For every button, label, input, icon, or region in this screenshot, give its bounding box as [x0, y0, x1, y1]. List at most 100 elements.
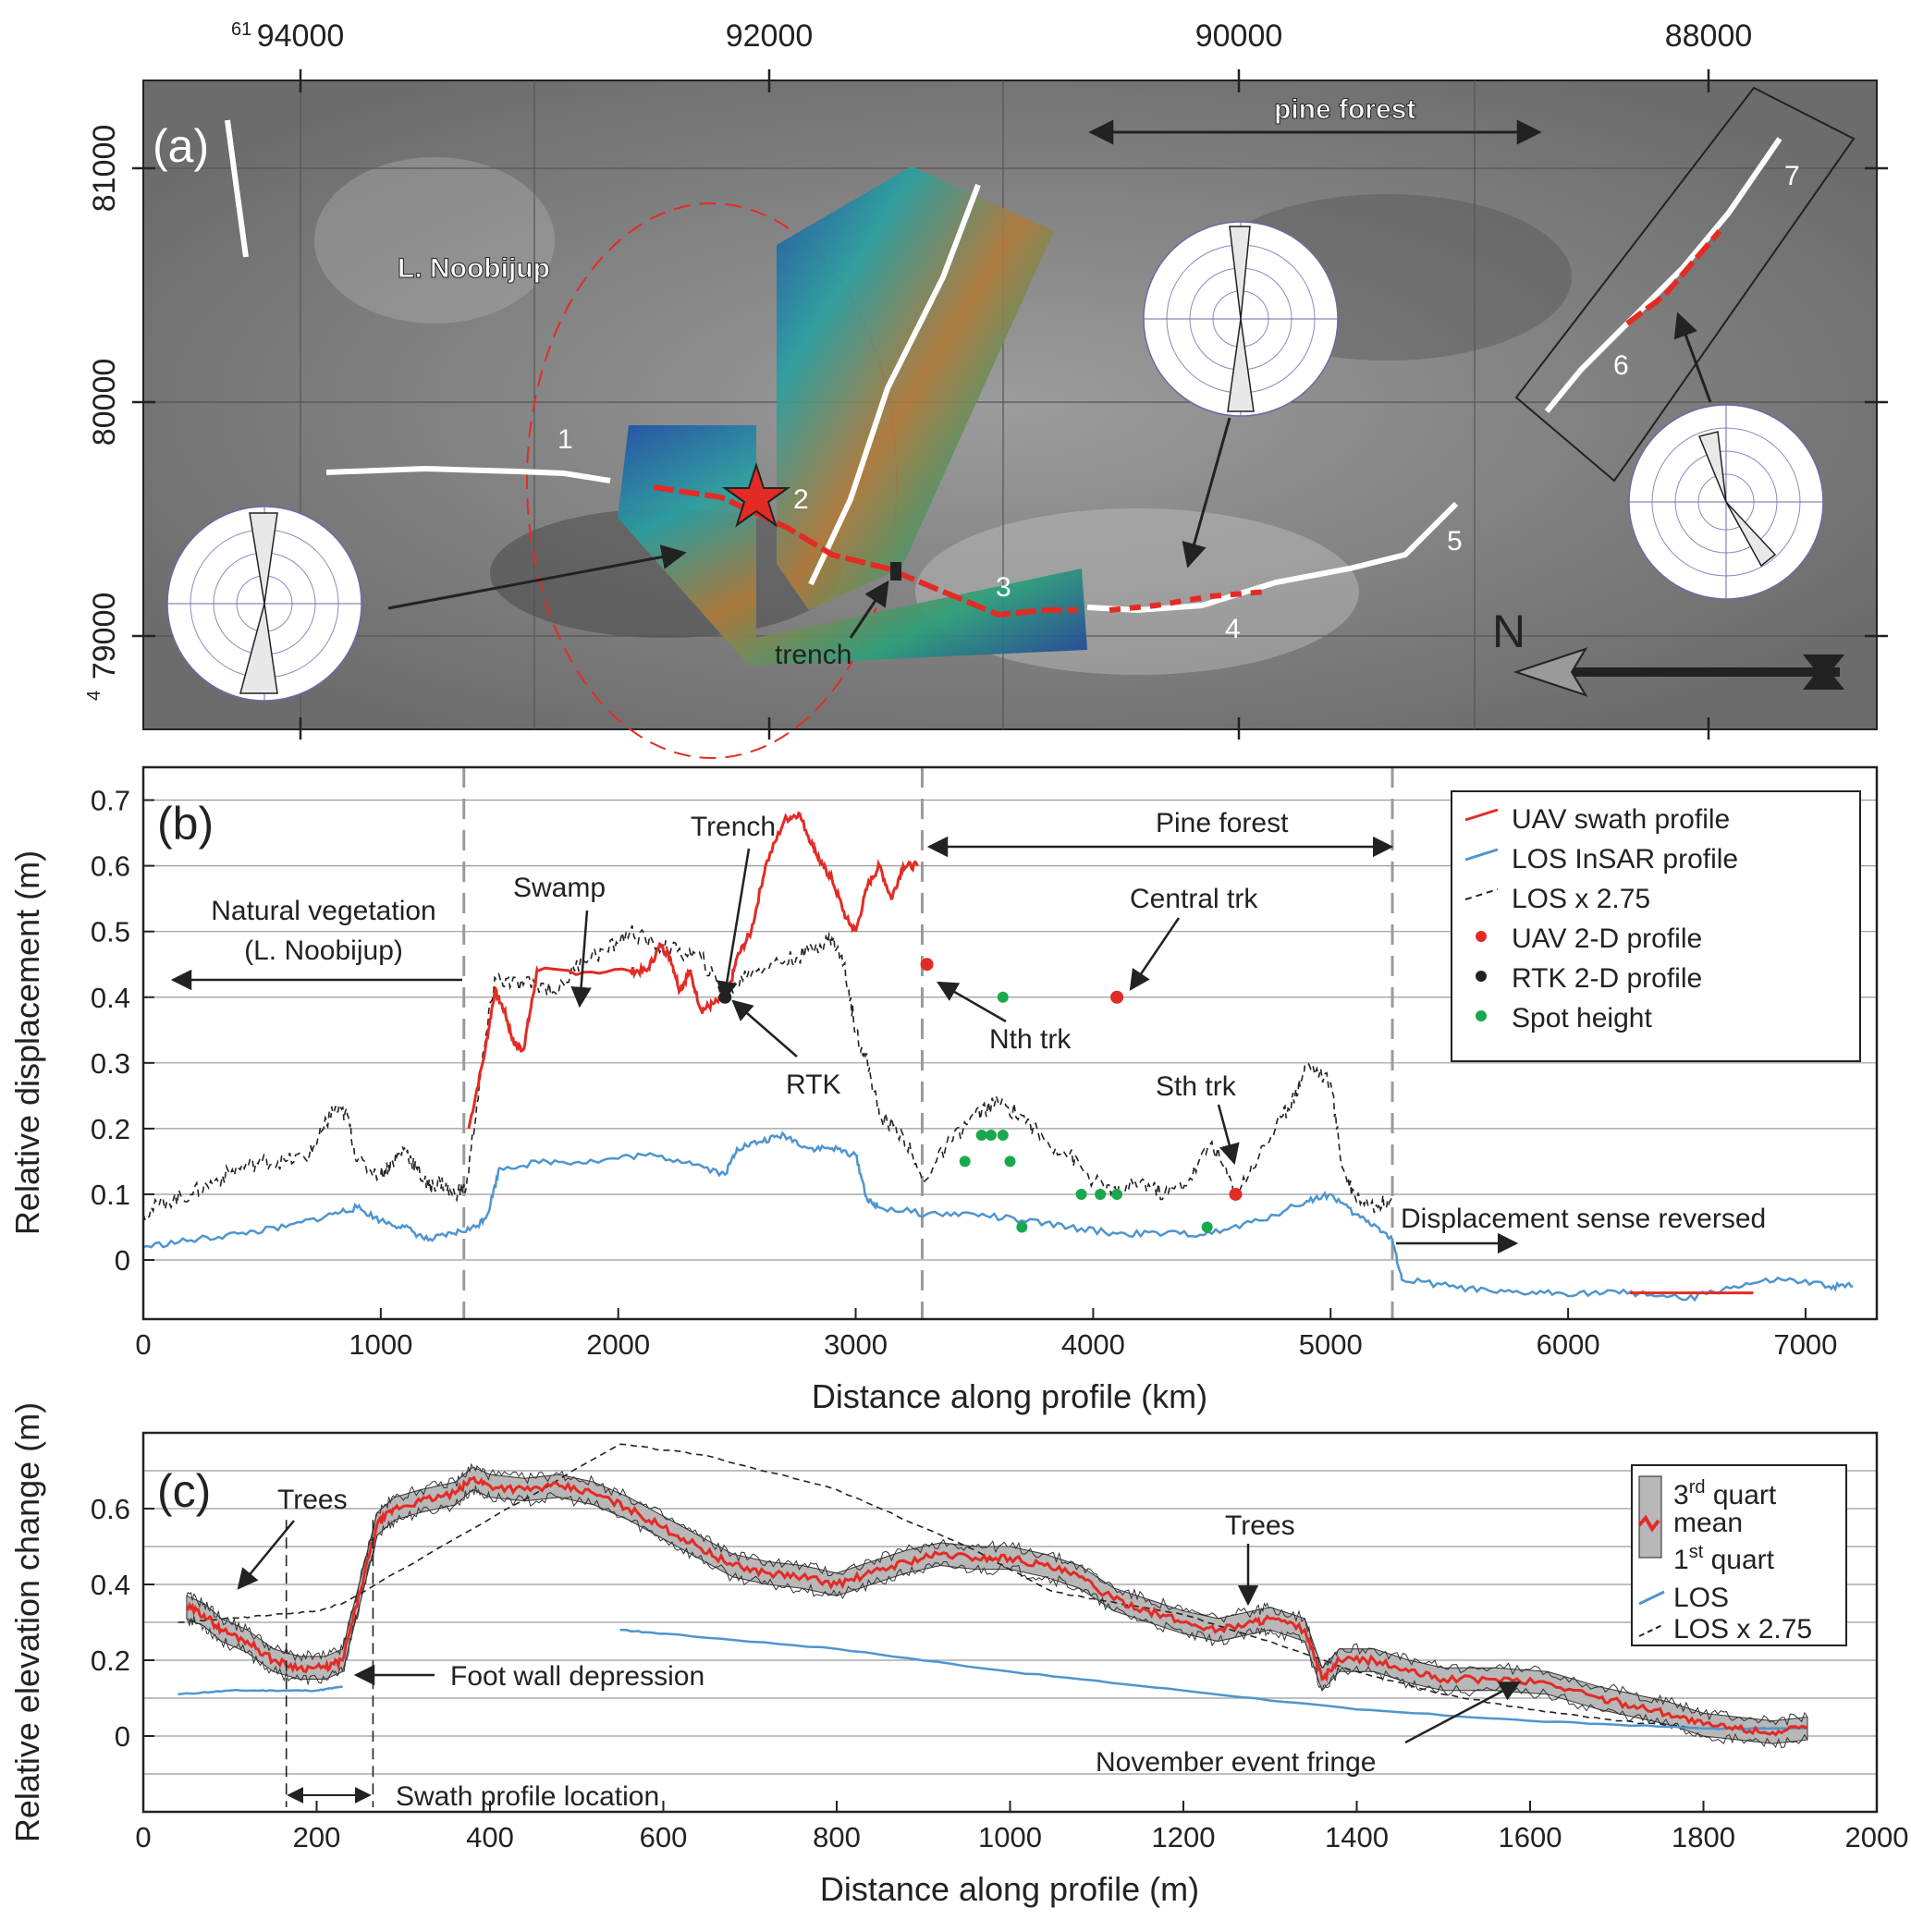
rose-diagram-icon: [1628, 404, 1824, 600]
panel-b-point: [1229, 1187, 1243, 1201]
annotation-swamp: Swamp: [513, 873, 606, 903]
fault-trace-white: [1544, 137, 1782, 413]
panel-b-series-line: [142, 1131, 1854, 1302]
leader-arrow: [849, 580, 889, 639]
panel-b-point: [1111, 1188, 1123, 1200]
fault-trace-white: [325, 465, 611, 483]
panel-c-xtick-label: 800: [813, 1821, 861, 1853]
annotation-displacement-reversed: Displacement sense reversed: [1401, 1204, 1766, 1234]
legend-swatch-uav-2d: [1476, 931, 1487, 942]
annotation-arrow: [570, 910, 592, 1009]
panel-b-point: [1201, 1221, 1213, 1233]
panel-c-ytick-label: 0: [115, 1720, 130, 1753]
panel-b-point: [1095, 1188, 1107, 1200]
panel-b-legend: UAV swath profile LOS InSAR profile LOS …: [1451, 790, 1861, 1062]
leader-arrow: [1182, 417, 1231, 569]
panel-c-ytick-label: 0.6: [91, 1493, 130, 1525]
legend-swatch-uav: [1464, 808, 1499, 822]
panel-b-point: [997, 991, 1009, 1003]
panel-b-displacement-chart: 0 0.1 0.2 0.3 0.4 0.5 0.6 0.7 0 1000 2000 3000 4000 5…: [8, 765, 1879, 1415]
panel-c-xtick-label: 1200: [1152, 1821, 1216, 1853]
legend-label-los-scaled: LOS x 2.75: [1673, 1614, 1812, 1645]
panel-b-region-boundaries: [462, 767, 1394, 1319]
annotation-pine-forest: Pine forest: [1156, 808, 1289, 838]
annotation-rtk: RTK: [786, 1070, 840, 1100]
survey-box-east: [1514, 86, 1856, 483]
annotation-trees-left: Trees: [277, 1485, 348, 1515]
north-label: N: [1492, 605, 1525, 657]
annotation-arrow: [717, 848, 751, 1003]
map-easting-label: 94000: [257, 18, 345, 54]
north-arrow-icon: [1513, 647, 1844, 697]
panel-c-label: (c): [157, 1465, 211, 1517]
map-easting-label: 88000: [1665, 18, 1753, 54]
legend-label-rtk: RTK 2-D profile: [1512, 963, 1702, 994]
lake-label: L. Noobijup: [398, 253, 550, 284]
terrain-light: [314, 157, 555, 324]
segment-number: 3: [996, 572, 1011, 603]
map-easting-label: 90000: [1195, 18, 1283, 54]
annotation-central-trk: Central trk: [1130, 884, 1258, 914]
panel-c-xtick-label: 2000: [1845, 1821, 1909, 1853]
panel-c-xtick-label: 1800: [1672, 1821, 1735, 1853]
panel-b-point: [1016, 1221, 1028, 1233]
map-easting-labels: 94000 92000 90000 88000 61: [231, 18, 1752, 54]
panel-c-ytick-label: 0.4: [91, 1569, 130, 1601]
panel-c-swath-boundaries: [285, 1520, 374, 1807]
panel-c-los-line: [619, 1628, 1808, 1730]
legend-swatch-los-scaled: [1464, 888, 1499, 900]
panel-c-quartile-band: [186, 1462, 1808, 1749]
legend-swatch-spot: [1476, 1010, 1487, 1021]
trench-marker: [890, 562, 901, 581]
panel-c-xtick-label: 200: [293, 1821, 341, 1853]
panel-b-y-title: Relative displacement (m): [8, 850, 46, 1235]
panel-b-ytick-label: 0.6: [91, 850, 130, 883]
segment-number: 6: [1613, 350, 1629, 381]
rose-diagram-icon: [166, 506, 362, 702]
panel-c-series: [178, 1443, 1808, 1737]
annotation-arrow: [1217, 1104, 1240, 1166]
map-northing-label: 79000: [87, 593, 122, 680]
star-icon: [721, 461, 791, 528]
legend-swatch-los: [1638, 1590, 1665, 1606]
map-easting-label: 92000: [726, 18, 814, 54]
panel-b-point: [959, 1156, 971, 1168]
panel-b-ytick-label: 0.2: [91, 1113, 130, 1145]
panel-c-first-quartile-line: [186, 1486, 1808, 1749]
legend-label-los-scaled: LOS x 2.75: [1512, 884, 1650, 914]
legend-label-uav: UAV swath profile: [1512, 804, 1730, 835]
panel-c-legend: 3rd quart mean 1st quart LOS LOS x 2.75: [1631, 1464, 1847, 1646]
panel-b-xtick-label: 4000: [1061, 1328, 1125, 1361]
panel-b-ytick-label: 0.4: [91, 982, 130, 1014]
panel-c-mean-line: [185, 1475, 1808, 1737]
panel-c-elevation-chart: 0 0.2 0.4 0.6 0 200 400 600 800 1000 1200 1400 1600 1…: [8, 1402, 1908, 1908]
map-northing-labels: 81000 80000 79000 4: [84, 125, 122, 701]
panel-c-ytick-label: 0.2: [91, 1645, 130, 1677]
panel-b-ytick-label: 0.1: [91, 1179, 130, 1211]
annotation-arrow: [1404, 1681, 1521, 1744]
annotation-trench: Trench: [691, 812, 776, 842]
uav-dem-footprint: [777, 166, 1054, 610]
panel-b-frame: [141, 765, 1879, 1321]
panel-b-x-title: Distance along profile (km): [812, 1377, 1207, 1415]
fault-trace-red: [1109, 589, 1268, 613]
annotation-arrow: [937, 981, 1007, 1023]
legend-swatch-mean: [1637, 1514, 1660, 1533]
segment-number: 4: [1225, 614, 1241, 644]
panel-c-ticks: 0 0.2 0.4 0.6 0 200 400 600 800 1000 1200 1400 1600 1…: [91, 1493, 1909, 1853]
panel-b-point: [975, 1130, 987, 1141]
annotation-nth-trk: Nth trk: [989, 1024, 1072, 1055]
legend-swatch-los-scaled: [1638, 1623, 1665, 1637]
panel-b-xtick-label: 7000: [1773, 1328, 1837, 1361]
panel-b-ytick-label: 0.3: [91, 1047, 130, 1080]
map-northing-label: 80000: [87, 359, 122, 446]
annotation-swath-location: Swath profile location: [396, 1781, 659, 1812]
legend-swatch-rtk: [1476, 971, 1487, 982]
trench-label: trench: [775, 640, 851, 670]
legend-label-first-quart: 1st quart: [1673, 1542, 1775, 1575]
panel-c-xtick-label: 0: [135, 1821, 151, 1853]
legend-label-spot: Spot height: [1512, 1003, 1652, 1033]
segment-number: 1: [557, 424, 573, 455]
legend-label-uav-2d: UAV 2-D profile: [1512, 923, 1702, 954]
